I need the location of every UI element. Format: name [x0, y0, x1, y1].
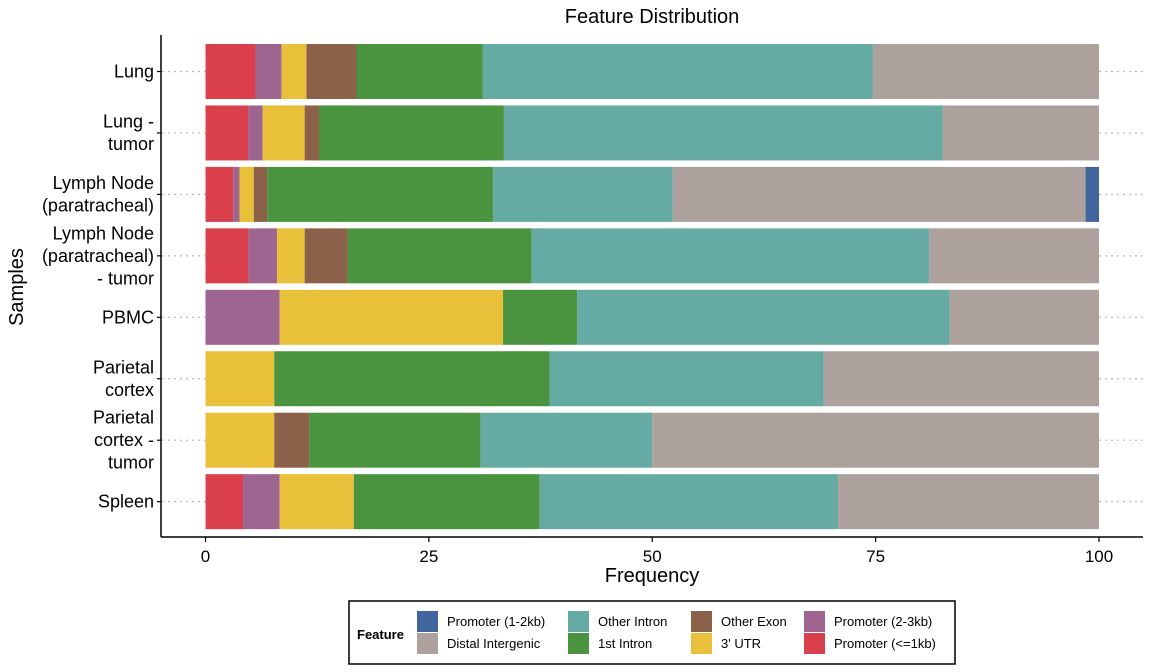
bar-segment-promoter-2-3kb [243, 474, 280, 530]
x-ticks: 0 25 50 75 100 [201, 537, 1113, 566]
x-tick-label: 50 [643, 547, 662, 566]
bar-segment-other-intron [480, 412, 653, 468]
bar-segment-1st-intron [318, 105, 504, 161]
bar-segment-distal-intergenic [823, 351, 1099, 407]
legend-label: Promoter (1-2kb) [447, 614, 545, 629]
legend-label: 1st Intron [598, 636, 652, 651]
bar-segment-distal-intergenic [942, 105, 1099, 161]
bar-segment-1st-intron [274, 351, 550, 407]
bar-segment-promoter-2-3kb [248, 105, 263, 161]
x-tick-label: 0 [201, 547, 210, 566]
bar-segment-3-utr [276, 228, 305, 284]
bar-segment-1st-intron [356, 44, 483, 99]
bar-segment-distal-intergenic [872, 44, 1099, 99]
legend-label: Promoter (2-3kb) [834, 614, 932, 629]
bar-segment-1st-intron [347, 228, 532, 284]
y-tick-label: Lymph Node (paratracheal) - tumor [42, 223, 154, 288]
bar-segment-promoter-2-3kb [205, 289, 280, 345]
bar-segment-distal-intergenic [838, 474, 1099, 530]
y-tick-label: Spleen [98, 492, 154, 512]
chart-title: Feature Distribution [565, 6, 740, 28]
y-tick-label: Lung -tumor [103, 112, 154, 155]
bar-segment-1st-intron [309, 412, 481, 468]
legend-swatch-1st-intron [568, 633, 589, 654]
bar-segment-other-intron [503, 105, 943, 161]
bar-segment-other-exon [306, 44, 357, 99]
legend-label: 3' UTR [721, 636, 761, 651]
x-tick-label: 75 [866, 547, 885, 566]
bars-group [205, 44, 1099, 530]
x-tick-label: 100 [1085, 547, 1113, 566]
bar-segment-3-utr [205, 351, 275, 407]
y-tick-label: Parietal cortex [93, 358, 154, 401]
legend: Feature Promoter (1-2kb) Other Intron Othe… [348, 600, 956, 665]
bar-segment-promoter-2-3kb [233, 166, 240, 222]
legend-label: Other Exon [721, 614, 787, 629]
bar-segment-promoter-1kb [205, 166, 234, 222]
bar-segment-1st-intron [353, 474, 540, 530]
bar-segment-other-intron [549, 351, 824, 407]
x-axis-label: Frequency [605, 565, 700, 587]
bar-segment-distal-intergenic [652, 412, 1099, 468]
bar-segment-1st-intron [267, 166, 494, 222]
guide-lines [162, 70, 1143, 503]
bar-segment-other-intron [482, 44, 873, 99]
bar-segment-promoter-1kb [205, 105, 249, 161]
bar-segment-promoter-2-3kb [255, 44, 282, 99]
legend-box [348, 600, 956, 665]
bar-segment-3-utr [279, 289, 504, 345]
bar-segment-promoter-1kb [205, 44, 256, 99]
legend-label: Promoter (<=1kb) [834, 636, 936, 651]
bar-segment-distal-intergenic [672, 166, 1086, 222]
x-tick-label: 25 [419, 547, 438, 566]
bar-segment-3-utr [281, 44, 307, 99]
bar-segment-other-intron [493, 166, 673, 222]
bar-segment-other-exon [304, 228, 348, 284]
bar-segment-distal-intergenic [949, 289, 1099, 345]
legend-swatch-other-exon [691, 611, 712, 632]
legend-label: Distal Intergenic [447, 636, 541, 651]
legend-swatch-promoter-1kb [804, 633, 825, 654]
bar-segment-distal-intergenic [929, 228, 1099, 284]
bar-segment-1st-intron [503, 289, 578, 345]
bar-segment-other-intron [577, 289, 950, 345]
bar-segment-other-exon [304, 105, 319, 161]
legend-swatch-other-intron [568, 611, 589, 632]
y-tick-label: Parietal cortex -tumor [93, 408, 154, 473]
bar-segment-3-utr [279, 474, 354, 530]
bar-segment-3-utr [205, 412, 275, 468]
legend-swatch-distal-intergenic [417, 633, 438, 654]
bar-segment-promoter-1-2kb [1085, 166, 1099, 222]
legend-label: Other Intron [598, 614, 667, 629]
bar-segment-other-intron [539, 474, 839, 530]
bar-segment-promoter-2-3kb [248, 228, 277, 284]
bar-segment-other-exon [253, 166, 268, 222]
bar-segment-other-intron [531, 228, 930, 284]
y-tick-label: PBMC [102, 307, 154, 327]
legend-swatch-promoter-2-3kb [804, 611, 825, 632]
y-tick-label: Lung [114, 62, 154, 82]
legend-swatch-promoter-1-2kb [417, 611, 438, 632]
bar-segment-3-utr [262, 105, 305, 161]
bar-segment-other-exon [274, 412, 310, 468]
y-tick-labels: Lung Lung -tumor Lymph Node (paratracheal) L… [42, 62, 161, 512]
bar-segment-promoter-1kb [205, 228, 249, 284]
bar-segment-promoter-1kb [205, 474, 244, 530]
legend-title: Feature [357, 627, 404, 642]
legend-swatch-3-utr [691, 633, 712, 654]
y-tick-label: Lymph Node (paratracheal) [42, 173, 154, 216]
y-axis-label: Samples [6, 248, 28, 326]
bar-segment-3-utr [239, 166, 254, 222]
